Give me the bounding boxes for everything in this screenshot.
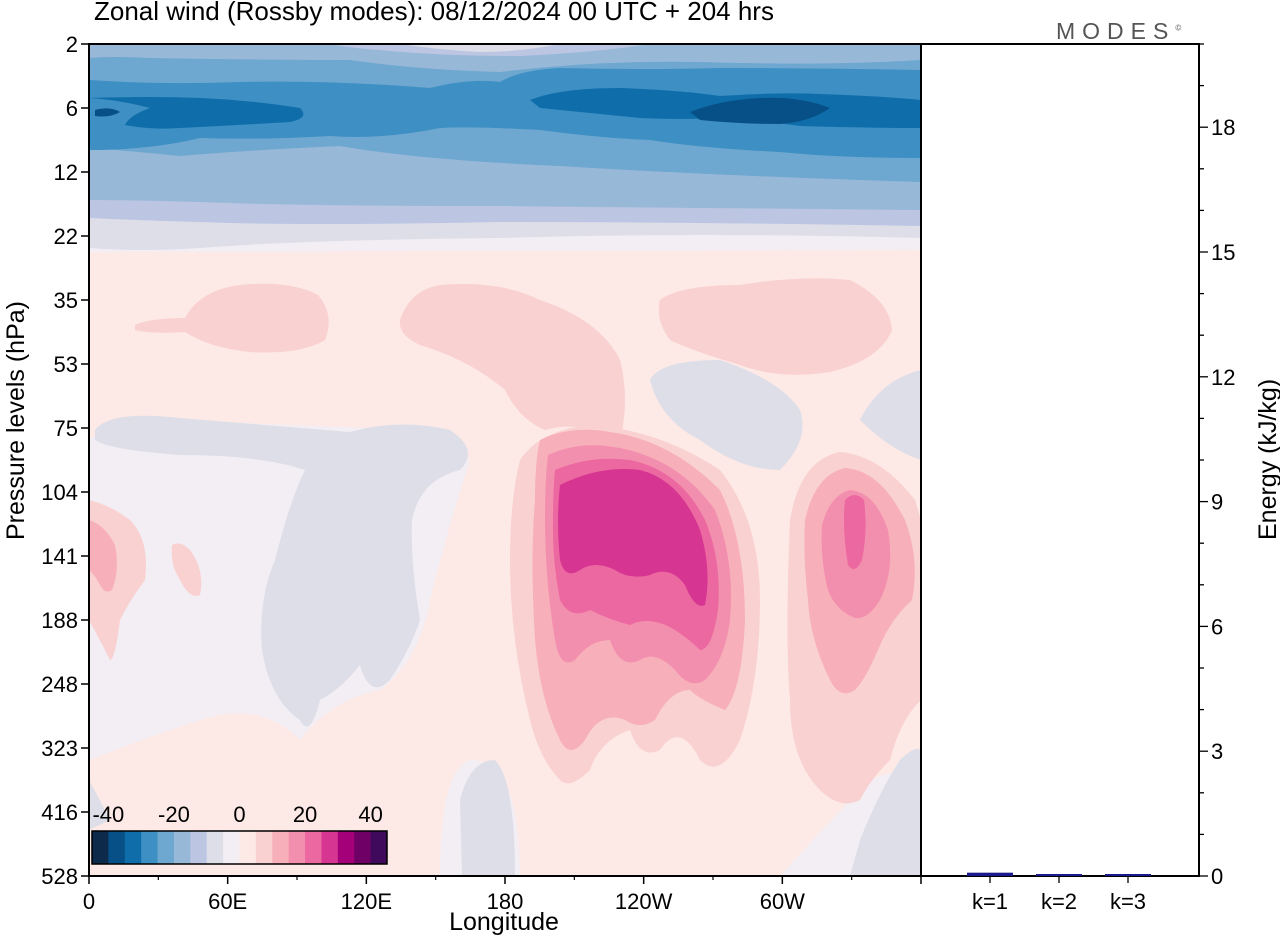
colorbar-swatch	[354, 831, 372, 864]
energy-bar	[967, 872, 1013, 876]
colorbar: -40 -20 0 20 40	[91, 802, 388, 865]
colorbar-swatch	[370, 831, 388, 864]
x-tick-label: 0	[83, 889, 95, 914]
y-axis-ticks: 2 6 12 22 35 53 75 104 141 188 248 323 416 528	[41, 32, 89, 889]
y-tick-label: 35	[54, 288, 78, 313]
x-tick-label: 60E	[208, 889, 247, 914]
colorbar-tick-label: -40	[92, 802, 124, 827]
energy-x-ticks: k=1 k=2 k=3	[972, 876, 1146, 914]
colorbar-swatch	[173, 831, 191, 864]
y-tick-label: 2	[66, 32, 78, 57]
x-tick-label: 60W	[760, 889, 805, 914]
colorbar-tick-label: 0	[233, 802, 245, 827]
y-tick-label: 75	[54, 416, 78, 441]
energy-bar	[1036, 874, 1082, 876]
energy-x-tick-label: k=2	[1041, 889, 1077, 914]
colorbar-swatch	[141, 831, 159, 864]
colorbar-swatch	[239, 831, 257, 864]
colorbar-tick-label: -20	[158, 802, 190, 827]
logo-text: MODES	[1056, 18, 1176, 44]
colorbar-swatch	[124, 831, 142, 864]
x-axis-ticks: 0 60E 120E 180 120W 60W	[83, 876, 922, 914]
energy-panel: 0 3 6 9 12 15 18 k=1 k=2 k=3	[920, 43, 1235, 914]
x-tick-label: 120W	[615, 889, 673, 914]
y-tick-label: 188	[41, 608, 78, 633]
y-tick-label: 323	[41, 736, 78, 761]
energy-axis-label: Energy (kJ/kg)	[1254, 378, 1280, 540]
y-tick-label: 12	[54, 160, 78, 185]
colorbar-swatch	[223, 831, 240, 864]
y-tick-label: 53	[54, 352, 78, 377]
y-tick-label: 22	[54, 224, 78, 249]
y-tick-label: 416	[41, 800, 78, 825]
energy-tick-label: 6	[1211, 614, 1223, 639]
colorbar-swatch	[108, 831, 126, 864]
energy-tick-label: 18	[1211, 115, 1235, 140]
y-tick-label: 528	[41, 864, 78, 889]
colorbar-tick-label: 20	[293, 802, 317, 827]
y-axis-label: Pressure levels (hPa)	[2, 301, 30, 540]
colorbar-swatch	[92, 831, 109, 864]
energy-tick-label: 3	[1211, 739, 1223, 764]
energy-x-tick-label: k=3	[1110, 889, 1146, 914]
energy-y-ticks: 0 3 6 9 12 15 18	[1199, 43, 1235, 889]
energy-tick-label: 12	[1211, 365, 1235, 390]
energy-tick-label: 15	[1211, 240, 1235, 265]
colorbar-tick-label: 40	[358, 802, 382, 827]
colorbar-swatch	[272, 831, 290, 864]
heatmap-field	[89, 44, 921, 876]
colorbar-swatch	[206, 831, 224, 864]
y-tick-label: 104	[41, 480, 78, 505]
colorbar-swatch	[321, 831, 339, 864]
colorbar-swatch	[288, 831, 306, 864]
colorbar-swatch	[190, 831, 208, 864]
x-axis-label: Longitude	[449, 908, 559, 936]
colorbar-swatch	[255, 831, 273, 864]
colorbar-swatch	[157, 831, 175, 864]
x-tick-label: 180	[487, 889, 524, 914]
energy-x-tick-label: k=1	[972, 889, 1008, 914]
energy-bars	[967, 872, 1151, 876]
colorbar-swatch	[337, 831, 355, 864]
x-tick-label: 120E	[341, 889, 392, 914]
chart-title: Zonal wind (Rossby modes): 08/12/2024 00…	[94, 0, 774, 26]
energy-tick-label: 0	[1211, 864, 1223, 889]
colorbar-frame	[91, 830, 388, 865]
heatmap-plot: 0 60E 120E 180 120W 60W 2 6 12 22 35 53 75 104 141 188…	[41, 32, 922, 914]
energy-frame	[920, 43, 1200, 877]
energy-bar	[1105, 874, 1151, 876]
y-tick-label: 6	[66, 96, 78, 121]
y-tick-label: 141	[41, 544, 78, 569]
modes-logo: MODES©	[1056, 18, 1181, 45]
energy-tick-label: 9	[1211, 490, 1223, 515]
logo-mark: ©	[1175, 23, 1182, 33]
y-tick-label: 248	[41, 672, 78, 697]
colorbar-swatch	[305, 831, 322, 864]
